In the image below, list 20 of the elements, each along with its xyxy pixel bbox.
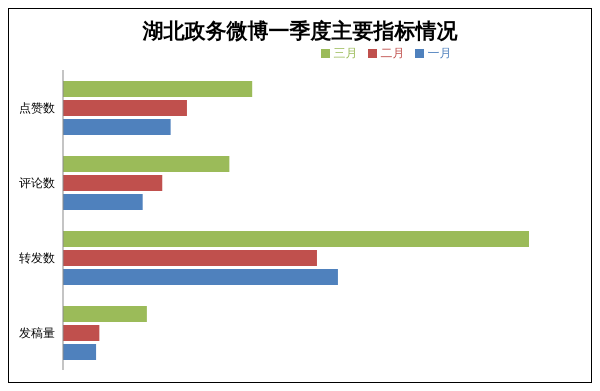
bar: [63, 81, 252, 97]
bar: [63, 250, 317, 266]
bar: [63, 344, 96, 360]
bar: [63, 119, 171, 135]
y-tick-label: 转发数: [19, 250, 55, 265]
bar: [63, 156, 230, 172]
legend-label: 二月: [380, 46, 404, 60]
legend-label: 一月: [428, 46, 452, 60]
bar: [63, 175, 162, 191]
chart-title: 湖北政务微博一季度主要指标情况: [141, 17, 458, 45]
bar: [63, 194, 143, 210]
legend-label: 三月: [334, 46, 358, 60]
bar: [63, 306, 147, 322]
bar: [63, 100, 187, 116]
y-tick-label: 评论数: [19, 176, 55, 190]
bar: [63, 269, 338, 285]
bar: [63, 231, 529, 247]
y-tick-label: 发稿量: [19, 326, 55, 340]
bar: [63, 325, 100, 341]
y-tick-label: 点赞数: [19, 100, 55, 115]
